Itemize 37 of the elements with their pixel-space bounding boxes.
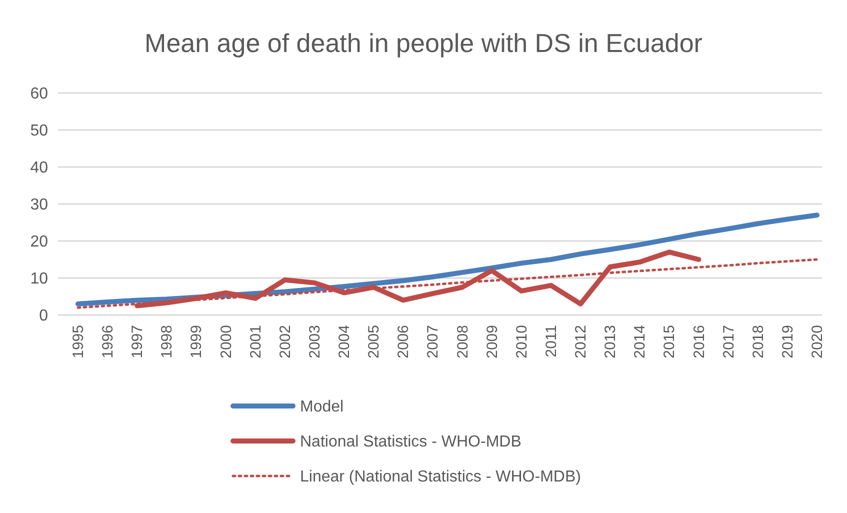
y-tick-label: 50 [30,122,48,140]
x-tick-label: 2015 [661,325,678,358]
x-tick-label: 2008 [454,325,472,358]
x-tick-label: 2013 [602,325,620,358]
legend-label: Model [300,398,344,416]
x-tick-label: 2017 [720,325,738,358]
y-tick-label: 30 [30,196,48,214]
y-tick-label: 40 [30,160,48,177]
x-tick-label: 2006 [395,325,412,358]
x-tick-label: 2010 [513,325,530,358]
x-tick-label: 2014 [632,325,649,358]
x-tick-label: 2018 [750,325,767,358]
x-tick-label: 1998 [158,325,176,358]
x-tick-label: 1999 [188,325,206,358]
legend-label: National Statistics - WHO-MDB [300,434,522,451]
x-tick-label: 2003 [306,325,324,358]
y-tick-label: 0 [39,308,48,325]
x-tick-label: 2011 [542,325,560,358]
x-tick-label: 1997 [129,325,146,358]
x-tick-label: 2002 [276,325,294,358]
x-tick-label: 1996 [100,325,117,358]
x-tick-label: 2000 [218,325,235,358]
y-tick-label: 60 [30,86,48,103]
y-tick-label: 20 [30,234,48,251]
x-tick-label: 2019 [779,325,796,358]
x-tick-label: 2020 [809,325,826,358]
x-tick-label: 2005 [366,325,383,358]
y-tick-label: 10 [30,270,48,288]
chart-title: Mean age of death in people with DS in Ecuador [144,28,703,58]
x-tick-label: 2016 [690,325,708,358]
x-tick-label: 2004 [336,325,354,358]
x-tick-label: 1995 [70,325,87,358]
x-tick-label: 2009 [484,325,501,358]
x-tick-label: 2007 [424,325,442,358]
legend-label: Linear (National Statistics - WHO-MDB) [300,468,581,486]
x-tick-label: 2001 [247,325,264,358]
x-tick-label: 2012 [572,325,590,358]
